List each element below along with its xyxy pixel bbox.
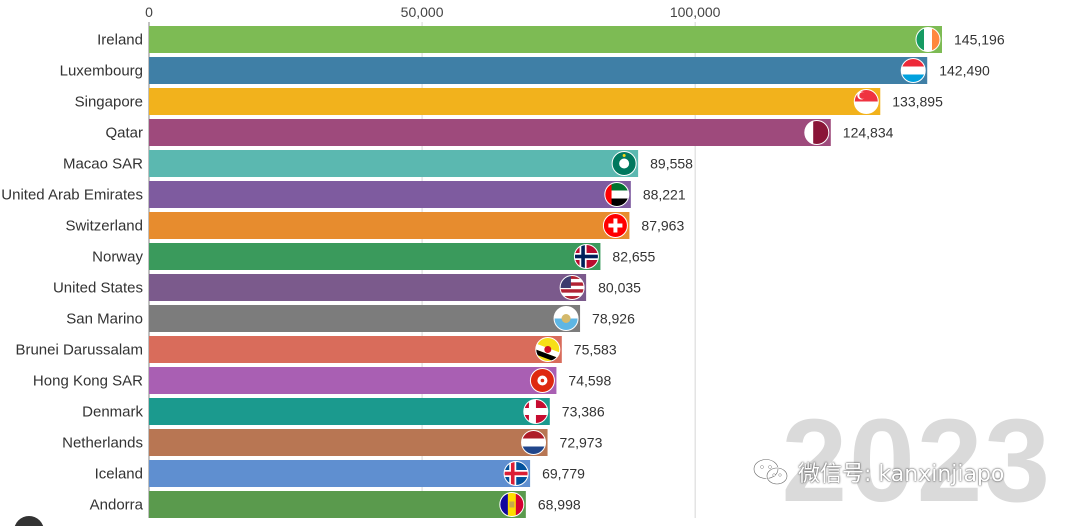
- brunei-flag-icon: [535, 337, 561, 362]
- switzerland-flag-icon: [602, 213, 628, 238]
- luxembourg-flag-icon: [900, 58, 926, 83]
- denmark-flag-icon: [523, 399, 549, 424]
- data-label: 73,386: [562, 404, 605, 420]
- data-label: 133,895: [892, 94, 943, 110]
- category-label: Switzerland: [65, 218, 143, 235]
- bar-ireland: [149, 26, 942, 53]
- bar-denmark: [149, 398, 550, 425]
- category-label: Qatar: [105, 125, 143, 142]
- data-label: 69,779: [542, 466, 585, 482]
- andorra-flag-icon: [499, 492, 525, 517]
- tick-label: 50,000: [401, 4, 444, 20]
- category-label: Iceland: [95, 466, 143, 483]
- macao-flag-icon: [611, 151, 637, 176]
- data-label: 145,196: [954, 32, 1005, 48]
- category-label: San Marino: [66, 311, 143, 328]
- iceland-flag-icon: [503, 461, 529, 486]
- uae-flag-icon: [604, 182, 630, 207]
- data-label: 80,035: [598, 280, 641, 296]
- category-label: Norway: [92, 249, 143, 266]
- data-label: 74,598: [568, 373, 611, 389]
- data-label: 124,834: [843, 125, 894, 141]
- bar-hong-kong-sar: [149, 367, 557, 394]
- bar-brunei-darussalam: [149, 336, 562, 363]
- qatar-flag-icon: [804, 120, 830, 145]
- corner-dot: [14, 516, 44, 526]
- bar-san-marino: [149, 305, 581, 332]
- data-label: 78,926: [592, 311, 635, 327]
- usa-flag-icon: [559, 275, 585, 300]
- category-label: Singapore: [75, 94, 143, 111]
- category-label: Macao SAR: [63, 156, 143, 173]
- bar-switzerland: [149, 212, 630, 239]
- wechat-icon: [753, 458, 788, 485]
- san-marino-flag-icon: [553, 306, 579, 331]
- bar-luxembourg: [149, 57, 928, 84]
- year-label: 2023: [781, 395, 1052, 526]
- category-label: Hong Kong SAR: [33, 373, 143, 390]
- singapore-flag-icon: [853, 89, 879, 114]
- category-label: Ireland: [97, 32, 143, 49]
- watermark-text: 微信号: kanxinjiapo: [798, 462, 1005, 487]
- bar-norway: [149, 243, 601, 270]
- data-label: 87,963: [641, 218, 684, 234]
- data-label: 88,221: [643, 187, 686, 203]
- bar-iceland: [149, 460, 531, 487]
- netherlands-flag-icon: [521, 430, 547, 455]
- bar-united-states: [149, 274, 587, 301]
- bar-united-arab-emirates: [149, 181, 631, 208]
- bar-singapore: [149, 88, 881, 115]
- category-label: Netherlands: [62, 435, 143, 452]
- category-label: Denmark: [82, 404, 143, 421]
- data-label: 75,583: [574, 342, 617, 358]
- watermark: 微信号: kanxinjiapo: [752, 456, 1004, 488]
- hong-kong-flag-icon: [529, 368, 555, 393]
- category-label: Andorra: [90, 497, 144, 514]
- category-label: Brunei Darussalam: [15, 342, 143, 359]
- ireland-flag-icon: [915, 27, 941, 52]
- category-label: United Arab Emirates: [1, 187, 143, 204]
- data-label: 82,655: [612, 249, 655, 265]
- tick-label: 0: [145, 4, 153, 20]
- category-label: United States: [53, 280, 143, 297]
- bar-andorra: [149, 491, 526, 518]
- data-label: 89,558: [650, 156, 693, 172]
- data-label: 72,973: [560, 435, 603, 451]
- bar-macao-sar: [149, 150, 639, 177]
- data-label: 142,490: [939, 63, 990, 79]
- data-label: 68,998: [538, 497, 581, 513]
- bar-qatar: [149, 119, 831, 146]
- bar-netherlands: [149, 429, 548, 456]
- tick-label: 100,000: [670, 4, 721, 20]
- category-label: Luxembourg: [60, 63, 143, 80]
- norway-flag-icon: [573, 244, 599, 269]
